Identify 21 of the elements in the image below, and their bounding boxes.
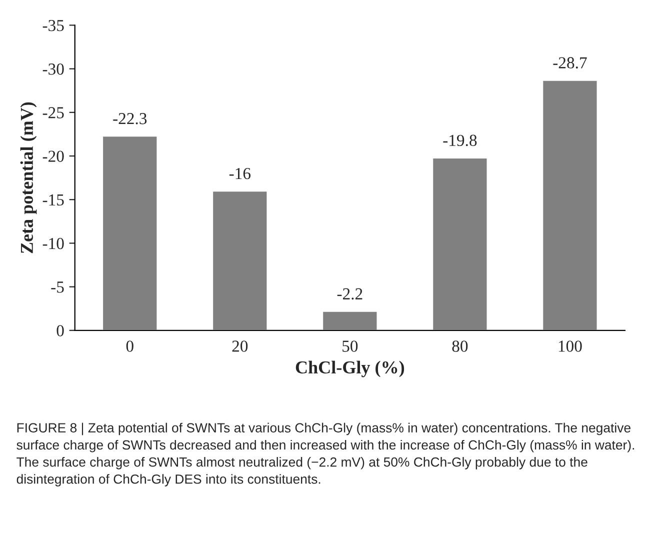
x-tick-label: 100 [558, 340, 582, 352]
data-label: -28.7 [553, 57, 587, 68]
x-axis-title: ChCl-Gly (%) [296, 360, 404, 378]
x-tick-label: 50 [342, 340, 358, 352]
x-tick-label: 80 [452, 340, 468, 352]
y-tick-label: -15 [42, 194, 64, 206]
y-tick-label: -35 [42, 20, 64, 32]
caption: FIGURE 8 | Zeta potential of SWNTs at various ChCh-Gly (mass% in water) concentrations. The negative surface charge of SWNTs decreased and then increased with the increase of ChCh-Gly (mass% in water). The surface charge of SWNTs almost neutralized (−2.2 mV) at 50% ChCh-Gly probably due to the disintegration of ChCh-Gly DES into its constituents. [16, 422, 634, 486]
y-tick-label: -20 [42, 150, 64, 162]
x-tick-label: 0 [126, 340, 134, 352]
y-tick-label: -30 [42, 64, 64, 75]
y-tick-label: -25 [42, 107, 64, 118]
data-label: -22.3 [113, 113, 147, 124]
data-label: -16 [229, 168, 251, 180]
y-tick-label: -10 [42, 238, 64, 250]
y-tick-label: 0 [56, 325, 64, 336]
x-tick-label: 20 [232, 340, 248, 352]
y-tick-label: -5 [51, 282, 64, 293]
y-axis-title: Zeta potential (mV) [20, 102, 37, 254]
data-label: -19.8 [443, 134, 477, 146]
data-label: -2.2 [337, 288, 362, 300]
